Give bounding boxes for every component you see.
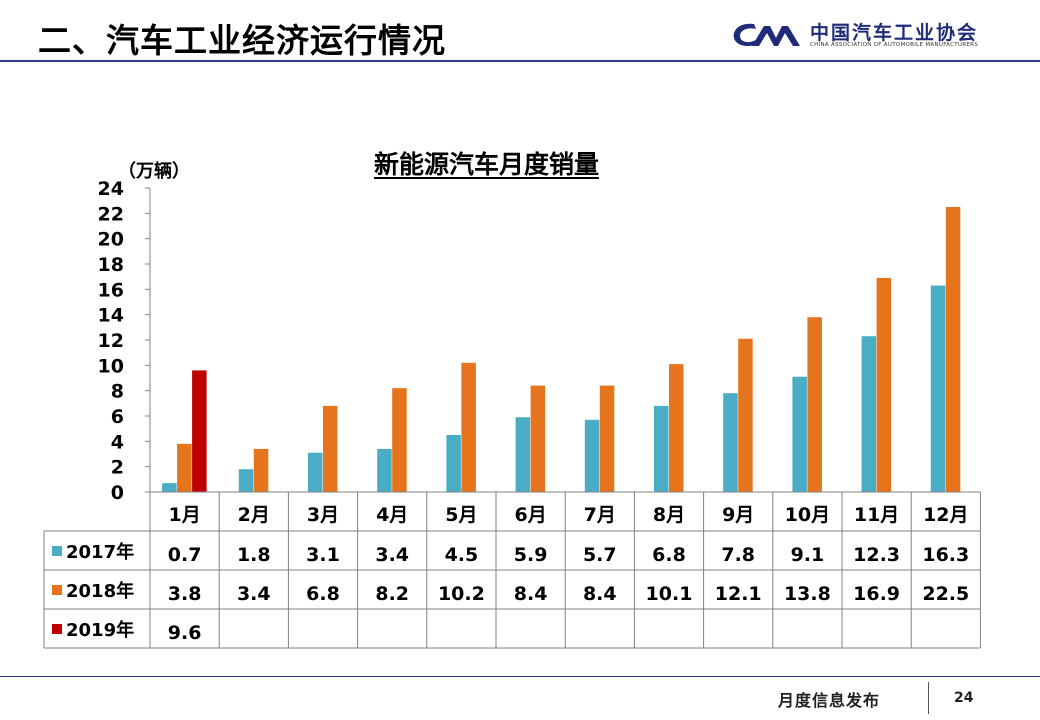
data-value-label: 5.9	[514, 544, 548, 566]
data-value-label: 10.2	[438, 583, 485, 605]
bar-2017年	[584, 419, 600, 492]
data-value-label: 3.1	[306, 544, 340, 566]
page-number: 24	[954, 690, 974, 706]
chart-title: 新能源汽车月度销量	[374, 150, 600, 179]
y-tick-label: 18	[98, 254, 124, 276]
category-label: 7月	[584, 504, 616, 526]
y-tick-label: 20	[98, 229, 124, 251]
category-label: 10月	[785, 504, 830, 526]
data-value-label: 3.8	[168, 583, 202, 605]
data-value-label: 9.6	[168, 622, 202, 644]
category-label: 4月	[376, 504, 408, 526]
data-value-label: 3.4	[237, 583, 271, 605]
data-value-label: 8.4	[514, 583, 548, 605]
bar-2017年	[238, 469, 254, 492]
legend-label: 2019年	[66, 619, 134, 641]
data-value-label: 6.8	[306, 583, 340, 605]
footer-text: 月度信息发布	[778, 691, 881, 710]
category-label: 8月	[653, 504, 685, 526]
bar-2017年	[308, 452, 323, 492]
bar-2017年	[930, 285, 946, 492]
data-value-label: 12.3	[853, 544, 900, 566]
category-label: 1月	[168, 504, 200, 526]
bar-2018年	[599, 385, 615, 492]
data-value-label: 22.5	[922, 583, 969, 605]
data-value-label: 8.2	[375, 583, 409, 605]
legend-swatch	[52, 546, 62, 556]
bar-2017年	[723, 393, 738, 492]
bar-2018年	[807, 317, 822, 492]
data-value-label: 5.7	[583, 544, 617, 566]
category-label: 9月	[722, 504, 754, 526]
footer-rule	[0, 676, 1040, 677]
data-value-label: 10.1	[646, 583, 693, 605]
bar-2018年	[392, 388, 407, 492]
data-value-label: 9.1	[791, 544, 825, 566]
category-label: 6月	[514, 504, 546, 526]
y-axis-unit-label: （万辆）	[118, 160, 190, 182]
y-tick-label: 8	[111, 381, 124, 403]
footer-divider	[928, 682, 929, 714]
bar-2018年	[669, 364, 684, 492]
data-value-label: 12.1	[715, 583, 762, 605]
bar-2018年	[177, 443, 192, 492]
category-label: 12月	[923, 504, 968, 526]
bar-2017年	[861, 336, 877, 492]
category-label: 11月	[854, 504, 899, 526]
bar-2017年	[515, 417, 531, 492]
data-value-label: 0.7	[168, 544, 202, 566]
logo-chinese-name: 中国汽车工业协会	[810, 22, 979, 44]
y-tick-label: 4	[111, 431, 124, 453]
data-value-label: 16.9	[853, 583, 900, 605]
bar-2017年	[446, 435, 461, 492]
bar-2018年	[530, 385, 546, 492]
y-tick-label: 10	[98, 355, 124, 377]
legend-swatch	[52, 585, 62, 595]
y-tick-label: 16	[98, 279, 124, 301]
data-value-label: 1.8	[237, 544, 271, 566]
category-label: 3月	[307, 504, 339, 526]
y-tick-label: 0	[111, 482, 124, 504]
bar-2017年	[377, 448, 392, 492]
y-tick-label: 6	[111, 406, 124, 428]
bar-2017年	[654, 405, 669, 492]
y-tick-label: 22	[98, 203, 124, 225]
data-value-label: 7.8	[721, 544, 755, 566]
category-label: 5月	[445, 504, 477, 526]
legend-label: 2018年	[66, 580, 134, 602]
bar-2017年	[162, 483, 177, 492]
data-value-label: 6.8	[652, 544, 686, 566]
bar-2019年	[192, 370, 207, 492]
bar-2018年	[945, 207, 961, 492]
data-value-label: 8.4	[583, 583, 617, 605]
bar-2017年	[792, 376, 807, 492]
data-value-label: 3.4	[375, 544, 409, 566]
y-tick-label: 2	[111, 457, 124, 479]
bar-2018年	[738, 338, 753, 492]
caam-logo: 中国汽车工业协会 CHINA ASSOCIATION OF AUTOMOBILE…	[730, 16, 1000, 54]
y-tick-label: 14	[98, 305, 124, 327]
data-value-label: 13.8	[784, 583, 831, 605]
caam-logo-icon	[733, 23, 800, 46]
legend-label: 2017年	[66, 541, 134, 563]
bar-2018年	[253, 448, 269, 492]
bar-2018年	[461, 362, 476, 492]
slide-title: 二、汽车工业经济运行情况	[38, 21, 446, 60]
y-tick-label: 24	[98, 178, 124, 200]
data-value-label: 4.5	[445, 544, 479, 566]
logo-english-name: CHINA ASSOCIATION OF AUTOMOBILE MANUFACT…	[810, 42, 979, 48]
legend-swatch	[52, 624, 62, 634]
bar-2018年	[323, 405, 338, 492]
category-label: 2月	[238, 504, 270, 526]
bar-2018年	[876, 277, 892, 492]
data-value-label: 16.3	[922, 544, 969, 566]
title-rule	[0, 60, 1040, 62]
y-tick-label: 12	[98, 330, 124, 352]
